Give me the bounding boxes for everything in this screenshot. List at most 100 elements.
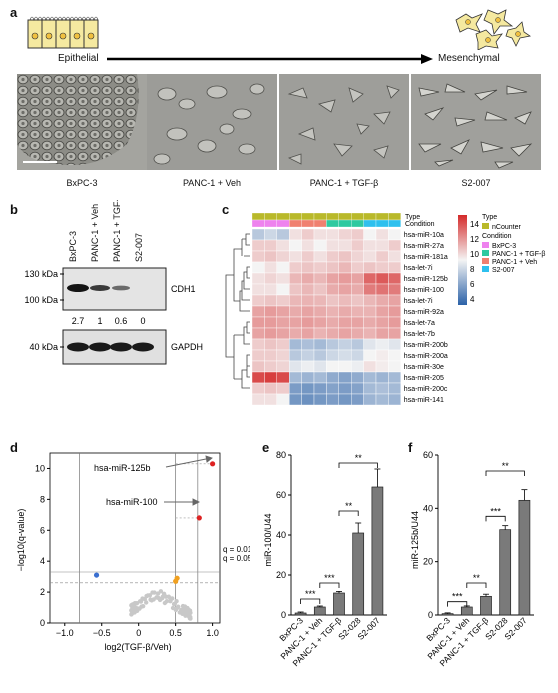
track-type-cell (289, 212, 302, 221)
quant-3: 0.6 (115, 316, 128, 326)
heatmap-cell (301, 228, 315, 241)
heatmap-cell (363, 283, 377, 296)
volcano-point (185, 613, 190, 618)
legend-type-title: Type (482, 214, 497, 221)
heatmap-cell (301, 327, 315, 340)
heatmap-cell (350, 305, 364, 318)
track-label-type: Type (405, 214, 420, 221)
heatmap-cell (363, 349, 377, 362)
track-condition-cell (388, 219, 401, 228)
heatmap-cell (326, 294, 340, 307)
significance-bracket (338, 462, 378, 468)
x-tick-label: −0.5 (93, 628, 111, 638)
heatmap-cell (375, 371, 389, 384)
volcano-point (129, 602, 135, 608)
significance-bracket (447, 601, 468, 607)
track-condition-cell (264, 219, 277, 228)
bar (352, 532, 365, 616)
heatmap-row-label: hsa-miR-200c (404, 386, 448, 393)
heatmap-cell (363, 294, 377, 307)
heatmap-cell (375, 382, 389, 395)
heatmap-cell (288, 272, 302, 285)
heatmap-cell (363, 382, 377, 395)
row-dendrogram (225, 233, 250, 389)
heatmap-cell (288, 393, 302, 406)
bar (294, 612, 307, 616)
heatmap-cell (375, 393, 389, 406)
heatmap-cell (264, 327, 278, 340)
heatmap-cell (326, 382, 340, 395)
heatmap-cell (338, 371, 352, 384)
epithelial-cells-cartoon (27, 16, 99, 49)
track-type-cell (388, 212, 401, 221)
heatmap-cell (301, 261, 315, 274)
heatmap-row-label: hsa-miR-205 (404, 375, 444, 382)
heatmap-cell (363, 261, 377, 274)
heatmap-cell (264, 228, 278, 241)
heatmap-cell (388, 360, 401, 373)
heatmap-cell (288, 382, 302, 395)
volcano-point (185, 607, 191, 612)
heatmap-cell (288, 349, 302, 362)
volcano-point (149, 598, 154, 603)
heatmap-cell (251, 316, 265, 329)
heatmap-cell (313, 283, 327, 296)
threshold-q005: q = 0.05 (223, 554, 250, 563)
bar (371, 486, 384, 616)
heatmap-cell (288, 305, 302, 318)
heatmap-cell (388, 349, 401, 362)
heatmap-cell (313, 327, 327, 340)
cbar-tick-10: 10 (470, 250, 479, 259)
heatmap-cell (313, 239, 327, 252)
y-tick-label: 6 (40, 525, 45, 535)
heatmap-cell (251, 239, 265, 252)
heatmap-cell (338, 382, 352, 395)
panel-d-letter: d (10, 440, 18, 455)
heatmap-cell (338, 228, 352, 241)
micrograph-panc1-tgfb (279, 74, 409, 170)
legend-condition-title: Condition (482, 233, 512, 240)
volcano-point (144, 593, 149, 599)
heatmap-cell (350, 261, 364, 274)
heatmap-cell (301, 294, 315, 307)
heatmap-cell (375, 316, 389, 329)
heatmap-cell (338, 316, 352, 329)
heatmap-cell (276, 294, 290, 307)
track-type-cell (338, 212, 352, 221)
heatmap-cell (276, 393, 290, 406)
volcano-point (176, 604, 181, 609)
heatmap-cell (363, 316, 377, 329)
heatmap-cell (326, 327, 340, 340)
heatmap-cell (251, 338, 265, 351)
epithelial-label: Epithelial (58, 53, 99, 64)
bar (480, 595, 492, 616)
heatmap-row-label: hsa-let-7b (404, 331, 435, 338)
legend-panc1-tgfb: PANC-1 + TGF-β (492, 251, 545, 258)
heatmap-cell (264, 316, 278, 329)
x-tick-label: 1.0 (206, 628, 219, 638)
heatmap-cell (388, 250, 401, 263)
heatmap-cell (276, 239, 290, 252)
heatmap-cell (251, 305, 265, 318)
heatmap-cell (375, 305, 389, 318)
heatmap-cell (350, 393, 364, 406)
significance-label: *** (490, 506, 501, 516)
heatmap-cell (288, 250, 302, 263)
heatmap-cell (363, 305, 377, 318)
marker-100: 100 kDa (24, 295, 58, 305)
heatmap-cell (264, 261, 278, 274)
heatmap-cell (326, 261, 340, 274)
heatmap-cell (326, 272, 340, 285)
quant-4: 0 (140, 316, 145, 326)
track-condition-cell (351, 219, 364, 228)
lane-label-4: S2-007 (134, 233, 144, 262)
heatmap-cell (363, 393, 377, 406)
legend-s2007: S2-007 (492, 267, 515, 274)
heatmap-cell (264, 382, 278, 395)
annot-mir100: hsa-miR-100 (106, 497, 158, 507)
heatmap-row-label: hsa-let-7i (404, 265, 433, 272)
heatmap-cell (350, 239, 364, 252)
heatmap-cell (363, 272, 377, 285)
gapdh-label: GAPDH (171, 342, 203, 352)
